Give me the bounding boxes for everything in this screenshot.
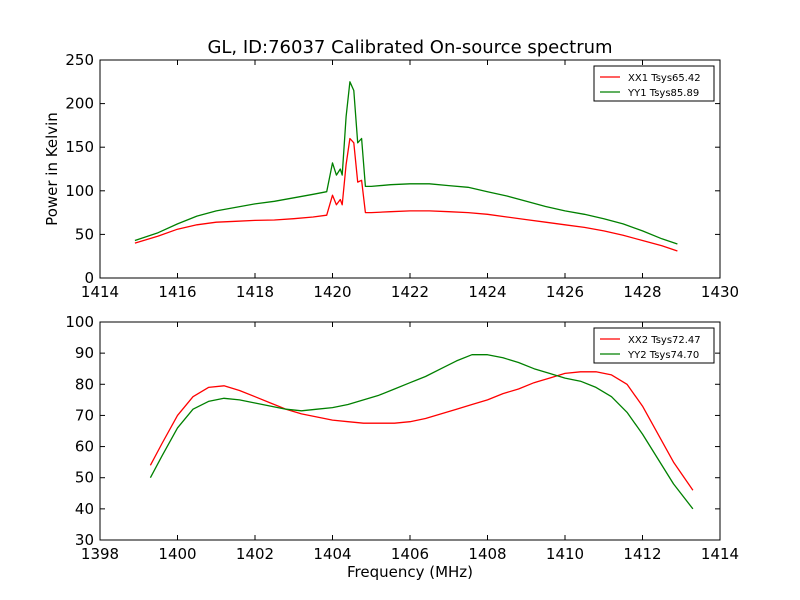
legend-entry: XX2 Tsys72.47 — [628, 335, 701, 346]
legend-entry: YY2 Tsys74.70 — [627, 350, 699, 361]
y-tick-label: 50 — [75, 225, 94, 243]
x-tick-label: 1426 — [546, 283, 584, 301]
x-tick-label: 1424 — [468, 283, 506, 301]
legend-entry: YY1 Tsys85.89 — [627, 88, 699, 99]
x-tick-label: 1418 — [236, 283, 274, 301]
y-tick-label: 200 — [65, 95, 94, 113]
y-tick-label: 100 — [65, 313, 94, 331]
legend: XX1 Tsys65.42 YY1 Tsys85.89 — [593, 65, 715, 102]
top-spectrum-plot: 1414 1416 1418 1420 1422 1424 1426 1428 1430 0 50 1… — [43, 51, 739, 301]
y-tick-label: 250 — [65, 51, 94, 69]
y-tick-label: 80 — [75, 375, 94, 393]
x-tick-label: 1420 — [313, 283, 351, 301]
y-tick-label: 40 — [75, 500, 94, 518]
series-line-yy2 — [149, 354, 694, 510]
x-tick-label: 1404 — [313, 545, 351, 563]
series-line-xx2 — [149, 371, 694, 491]
x-axis-label: Frequency (MHz) — [347, 563, 473, 581]
x-tick-label: 1428 — [623, 283, 661, 301]
y-tick-label: 60 — [75, 438, 94, 456]
legend-entry: XX1 Tsys65.42 — [628, 73, 701, 84]
y-tick-label: 150 — [65, 138, 94, 156]
legend-box — [593, 65, 715, 102]
x-tick-label: 1422 — [391, 283, 429, 301]
y-tick-label: 30 — [75, 531, 94, 549]
bottom-spectrum-plot: 1398 1400 1402 1404 1406 1408 1410 1412 1414 30 40… — [65, 313, 739, 563]
y-axis-label: Power in Kelvin — [43, 112, 61, 226]
y-tick-label: 70 — [75, 406, 94, 424]
y-tick-label: 50 — [75, 469, 94, 487]
x-tick-label: 1408 — [468, 545, 506, 563]
series-line-xx1 — [134, 137, 678, 252]
y-tick-label: 90 — [75, 344, 94, 362]
legend-box — [593, 327, 715, 364]
series-line-yy1 — [134, 81, 678, 245]
x-tick-label: 1430 — [701, 283, 739, 301]
legend: XX2 Tsys72.47 YY2 Tsys74.70 — [593, 327, 715, 364]
x-tick-label: 1410 — [546, 545, 584, 563]
x-tick-label: 1414 — [701, 545, 739, 563]
y-tick-label: 100 — [65, 182, 94, 200]
x-tick-label: 1398 — [81, 545, 119, 563]
chart-title: GL, ID:76037 Calibrated On-source spectr… — [207, 37, 612, 58]
x-tick-label: 1400 — [158, 545, 196, 563]
x-tick-label: 1402 — [236, 545, 274, 563]
x-tick-label: 1414 — [81, 283, 119, 301]
x-tick-label: 1406 — [391, 545, 429, 563]
y-tick-label: 0 — [84, 269, 94, 287]
x-tick-label: 1416 — [158, 283, 196, 301]
x-tick-label: 1412 — [623, 545, 661, 563]
